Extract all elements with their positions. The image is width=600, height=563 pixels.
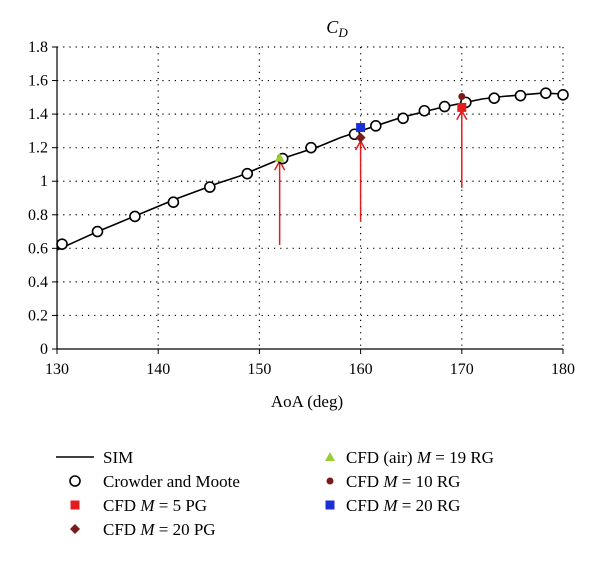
legend-label: CFD M = 10 RG [346, 472, 460, 491]
crowder-and-moote-point [369, 120, 382, 132]
tick-labels: 0 0.2 0.4 0.6 0.8 1 1.2 1.4 1.6 1.8 130 140 150 160 17… [28, 39, 575, 378]
legend-label-part: M [139, 496, 155, 515]
crowder-and-moote-point [204, 181, 216, 193]
y-tick-label: 0 [40, 341, 48, 358]
crowder-and-moote-point [418, 104, 431, 117]
crowder-and-moote-point [488, 92, 500, 104]
y-tick-label: 1 [40, 173, 48, 190]
cfd-air-m-19-rg-point [274, 152, 285, 162]
legend-marker [326, 477, 334, 485]
y-tick-label: 0.2 [28, 307, 48, 324]
legend-label-part: M [139, 520, 155, 539]
legend-label: CFD M = 20 RG [346, 496, 460, 515]
legend-label: CFD M = 20 PG [103, 520, 216, 539]
chart-title-subscript: D [337, 25, 348, 40]
legend-marker [69, 475, 81, 487]
legend-label-part: CFD [346, 496, 383, 515]
y-tick-label: 0.8 [28, 207, 48, 224]
legend-label-part: M [382, 472, 398, 491]
y-tick-label: 1.8 [28, 39, 48, 56]
x-tick-label: 150 [247, 361, 271, 378]
legend-label-part: CFD [103, 520, 140, 539]
chart-title-main: C [326, 17, 339, 37]
legend-label-part: CFD (air) [346, 448, 417, 467]
legend-label-part: SIM [103, 448, 133, 467]
x-tick-label: 160 [349, 361, 373, 378]
legend-label: SIM [103, 448, 133, 467]
plot-area [56, 87, 569, 251]
legend-label-part: M [416, 448, 432, 467]
legend-marker [325, 500, 335, 510]
crowder-and-moote-point [557, 89, 569, 101]
cfd-m-20-rg-point [356, 123, 366, 133]
legend-label-part: = 20 RG [398, 496, 461, 515]
crowder-and-moote-point [129, 210, 141, 223]
y-tick-label: 0.4 [28, 274, 48, 291]
cfd-m-5-pg-point [457, 102, 467, 112]
crowder-and-moote-point [539, 87, 552, 99]
legend-label-part: CFD [346, 472, 383, 491]
sim-line [56, 92, 564, 251]
legend-label: CFD (air) M = 19 RG [346, 448, 494, 467]
legend-label-part: CFD [103, 496, 140, 515]
axes [52, 46, 564, 354]
x-axis-title: AoA (deg) [271, 392, 343, 411]
crowder-and-moote-point [167, 196, 180, 208]
crowder-and-moote-point [56, 238, 68, 250]
chart-title: CD [326, 17, 348, 40]
crowder-and-moote-point [438, 100, 451, 113]
x-tick-label: 180 [551, 361, 575, 378]
legend-label: CFD M = 5 PG [103, 496, 207, 515]
crowder-and-moote-point [91, 225, 104, 238]
legend-label-part: Crowder and Moote [103, 472, 240, 491]
crowder-and-moote-point [305, 141, 317, 154]
cfd-m-20-pg-point [355, 132, 366, 143]
legend-marker [70, 524, 80, 534]
legend-label-part: = 19 RG [431, 448, 494, 467]
x-tick-label: 130 [45, 361, 69, 378]
grid [57, 46, 564, 349]
x-tick-label: 140 [146, 361, 170, 378]
y-tick-label: 1.6 [28, 73, 48, 90]
legend-label-part: = 20 PG [155, 520, 216, 539]
y-tick-label: 0.6 [28, 240, 48, 257]
crowder-and-moote-point [514, 89, 527, 102]
legend-label-part: M [382, 496, 398, 515]
legend-marker [325, 452, 335, 461]
legend-label-part: = 10 RG [398, 472, 461, 491]
legend-label: Crowder and Moote [103, 472, 240, 491]
crowder-and-moote-point [397, 112, 409, 125]
legend-marker [70, 500, 80, 510]
crowder-and-moote-point [241, 167, 254, 180]
legend-label-part: = 5 PG [155, 496, 208, 515]
x-tick-label: 170 [450, 361, 474, 378]
cfd-m-10-rg-point [458, 92, 466, 100]
y-tick-label: 1.2 [28, 140, 48, 157]
y-tick-label: 1.4 [28, 106, 48, 123]
